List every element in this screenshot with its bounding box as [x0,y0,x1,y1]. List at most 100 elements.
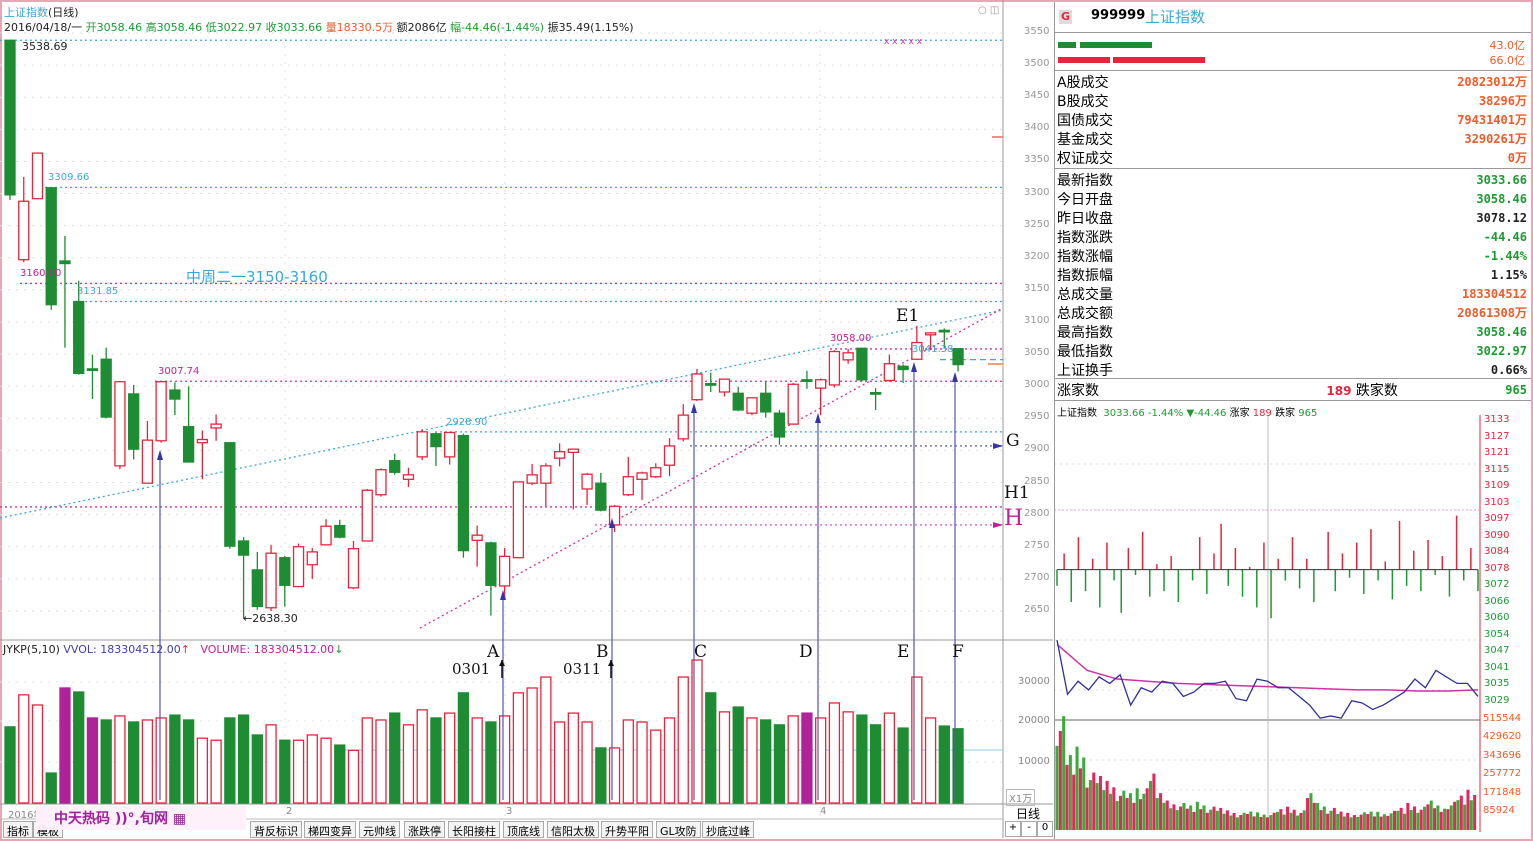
candle-down [938,329,950,333]
intraday-price-tick: 3127 [1484,430,1510,442]
candle-up [815,379,827,389]
toolbar-tab-10[interactable]: GL攻防 [656,821,701,838]
row-label: A股成交 [1057,74,1109,91]
arrow-up-icon [911,362,917,372]
row-label: 昨日收盘 [1057,210,1113,227]
intraday-volume-tick: 85924 [1483,805,1515,816]
ticker-down: 965 [1298,408,1318,419]
badge-icon: G [1059,10,1072,24]
candle-down [59,260,71,265]
toolbar-tab-4[interactable]: 元帅线 [359,821,400,838]
volume-bar [31,704,44,804]
toolbar-tab-3[interactable]: 梯四变异 [304,821,356,838]
candle-up [911,341,923,360]
stock-code: 999999 [1091,8,1146,23]
toolbar-tab-7[interactable]: 顶底线 [503,821,544,838]
zoom-in-button[interactable]: + [1005,821,1021,837]
row-label: 总成交额 [1057,305,1113,322]
volume-bar [4,726,16,804]
candle-down [389,460,401,473]
price-tick: 2950 [1024,411,1050,423]
candle-up [18,200,30,261]
candle-down [485,542,497,586]
date-0311-label: 0311 [563,660,602,678]
high-price-label: 3538.69 [22,40,68,53]
candle-down [334,524,346,538]
price-tick: 3150 [1024,282,1050,294]
open-value: 3058.46 [96,21,143,34]
zoom-out-button[interactable]: - [1021,821,1037,837]
volume-bar [237,714,250,804]
toolbar-tab-5[interactable]: 涨跌停 [404,821,445,838]
candle-up [471,534,483,541]
intraday-price-tick: 3109 [1484,480,1510,491]
candle-down [897,365,909,371]
volume-bar [251,734,263,804]
sell-bar [1113,57,1205,63]
volume-bar [581,721,593,804]
toolbar-tab-2[interactable]: 背反标识 [250,821,302,838]
row-label: 最新指数 [1057,172,1113,189]
price-tick: 2800 [1024,507,1050,519]
indicator-name: JYKP(5,10) [3,643,60,656]
vol-label: 量 [325,21,337,34]
intraday-price-tick: 3078 [1484,562,1510,574]
volume-bar [347,749,360,804]
arrow-up-icon [691,403,697,413]
intraday-price-tick: 3072 [1484,579,1510,590]
arrow-up-icon [499,660,505,666]
volume-unit: X1万 [1006,789,1036,806]
volume-bar [952,728,964,804]
volume-bar [182,719,195,804]
row-value: 3058.46 [1476,191,1527,206]
candle-down [595,482,607,511]
row-label: 最低指数 [1057,343,1113,360]
ohlc-info: 2016/04/18/一 开3058.46 高3058.46 低3022.97 … [4,19,634,35]
row-value: 183304512 [1461,286,1527,301]
intraday-volume-tick: 515544 [1483,713,1522,724]
quote-row: 今日开盘 3058.46 [1057,189,1527,208]
price-tick: 2900 [1024,443,1050,455]
arrow-up-icon [608,660,614,666]
price-tick: 2650 [1024,603,1050,615]
arrow-up-icon [609,518,615,528]
zoom-reset-button[interactable]: 0 [1037,821,1053,837]
amp-value: 35.49(1.15%) [558,21,634,34]
candle-up [581,473,593,490]
volume-bar [320,737,332,804]
toolbar-tab-11[interactable]: 抄底过峰 [702,821,754,838]
high-label: 高 [145,21,157,34]
volume-bar [114,715,126,804]
row-label: 上证换手 [1057,362,1113,379]
volume-bar [924,717,937,804]
volume-bar [650,729,662,804]
toolbar-tab-8[interactable]: 信阳太极 [547,821,599,838]
volume-bar [306,734,318,804]
intraday-price-tick: 3041 [1484,661,1510,673]
open-label: 开 [85,21,97,34]
level-h1-label: H1 [1004,483,1030,503]
candle-up [141,439,154,484]
up-count-label: 涨家数 [1057,382,1099,399]
quote-row: 指数振幅 1.15% [1057,265,1527,284]
toolbar-tab-6[interactable]: 长阳接柱 [448,821,500,838]
toolbar-tab-0[interactable]: 指标 [3,821,33,838]
candle-up [567,448,579,454]
high-value: 3058.46 [156,21,203,34]
candle-up [114,381,126,467]
volume-bar [334,744,346,804]
sell-amount: 66.0亿 [1489,54,1526,67]
intraday-price-tick: 3115 [1484,463,1510,475]
volume-bar [361,717,373,804]
toolbar-tab-9[interactable]: 升势平阳 [601,821,653,838]
arrow-up-icon [157,450,163,460]
zoom-controls: + - 0 [1005,821,1053,837]
row-label: B股成交 [1057,93,1109,110]
candle-down [457,435,470,552]
window-controls-icon[interactable]: ○ ◫ [978,5,1000,16]
date-0301-label: 0301 [452,660,491,678]
candle-up [292,546,305,588]
volume-bar [691,659,703,804]
candle-up [306,551,318,566]
